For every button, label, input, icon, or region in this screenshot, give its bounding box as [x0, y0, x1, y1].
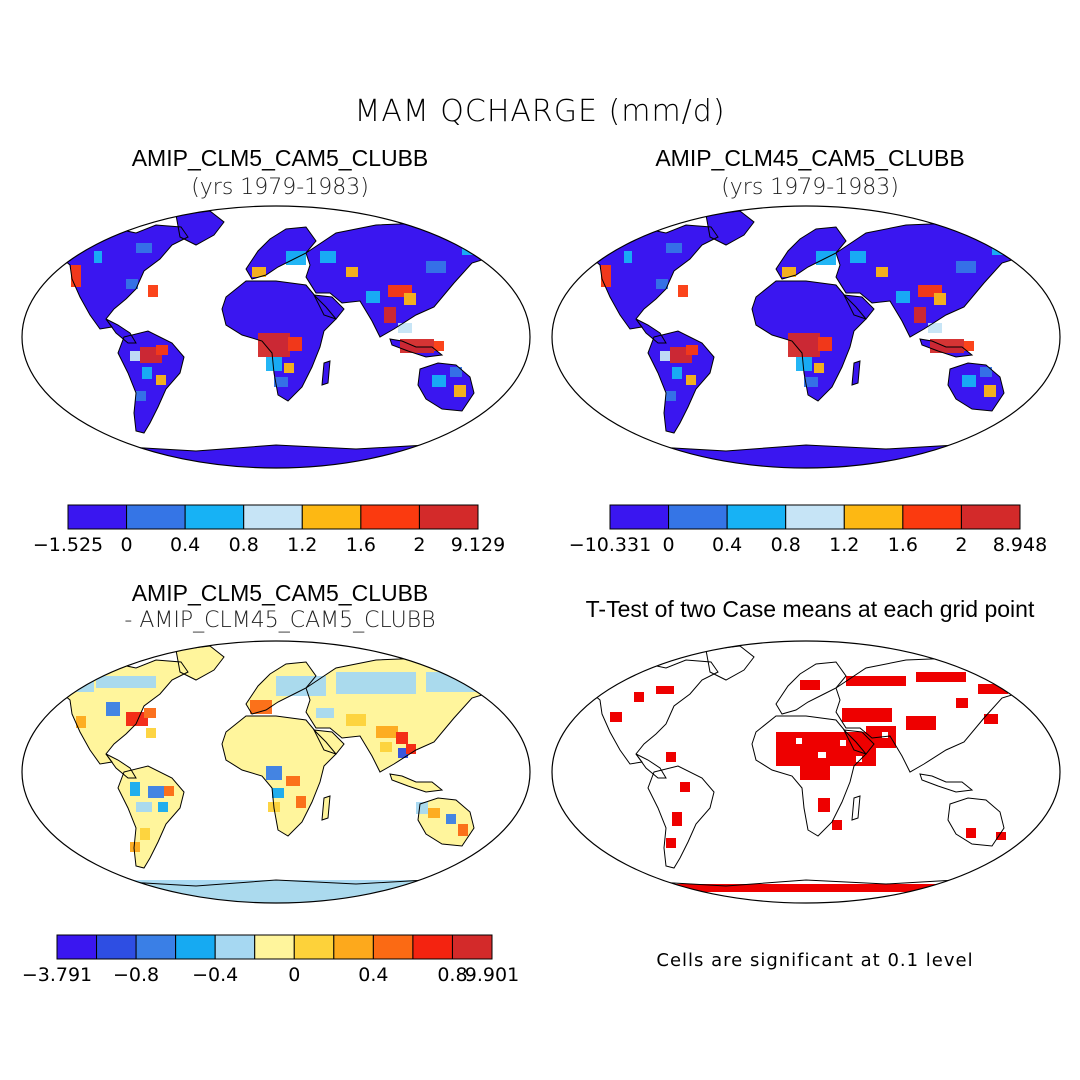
- colorbar-3-tick-label: 0.4: [358, 964, 389, 986]
- panel1-title: AMIP_CLM5_CAM5_CLUBB: [131, 145, 429, 171]
- map-panel-3: [22, 641, 530, 910]
- colorbar-1-swatch: [184, 504, 245, 530]
- colorbar-3-swatch: [254, 934, 295, 960]
- colorbar-3-tick-label: −0.8: [113, 964, 160, 986]
- colorbar-2-tick-label: 1.6: [887, 534, 918, 556]
- colorbar-3-swatch: [56, 934, 98, 960]
- colorbar-3-swatch: [135, 934, 177, 960]
- colorbar-1-tick-label: 9.129: [450, 534, 506, 556]
- colorbar-1-tick-label: 0.4: [170, 534, 201, 556]
- panel3-subtitle: - AMIP_CLM45_CAM5_CLUBB: [124, 608, 436, 633]
- colorbar-1-swatch: [301, 504, 362, 530]
- colorbar-3-swatch: [214, 934, 256, 960]
- figure-title: MAM QCHARGE (mm/d): [354, 94, 726, 129]
- panel1-subtitle: (yrs 1979-1983): [191, 175, 369, 200]
- colorbar-1-tick-label: −1.525: [32, 534, 104, 556]
- panel4-title: T-Test of two Case means at each grid po…: [585, 596, 1035, 622]
- colorbar-2-tick-label: −10.331: [568, 534, 652, 556]
- colorbar-2-tick-label: 2: [955, 534, 968, 556]
- colorbar-3-tick-label: −0.4: [192, 964, 239, 986]
- colorbar-1-tick-label: 2: [413, 534, 426, 556]
- colorbar-3-tick-label: 0.8: [437, 964, 468, 986]
- colorbar-1-swatch: [126, 504, 186, 530]
- colorbar-1-swatch: [418, 504, 479, 530]
- colorbar-3-swatch: [333, 934, 374, 960]
- colorbar-2-swatch: [902, 504, 962, 530]
- colorbar-2-tick-label: 0.4: [712, 534, 743, 556]
- map-panel-1: [22, 206, 530, 468]
- colorbar-3-swatch: [372, 934, 414, 960]
- significance-note: Cells are significant at 0.1 level: [656, 950, 974, 971]
- colorbar-2-swatch: [960, 504, 1021, 530]
- panel2-title: AMIP_CLM45_CAM5_CLUBB: [655, 145, 965, 171]
- colorbar-2: [609, 504, 1021, 530]
- colorbar-3-swatch: [96, 934, 137, 960]
- colorbar-2-tick-label: 0.8: [770, 534, 801, 556]
- colorbar-1: [67, 504, 479, 530]
- colorbar-2-swatch: [668, 504, 728, 530]
- map-panel-4: [552, 641, 1060, 903]
- panel2-subtitle: (yrs 1979-1983): [721, 175, 899, 200]
- map-panel-2: [552, 206, 1060, 468]
- colorbar-1-swatch: [360, 504, 420, 530]
- colorbar-3-tick-label: 9.901: [464, 964, 520, 986]
- colorbar-1-tick-label: 0: [120, 534, 133, 556]
- colorbar-3-swatch: [293, 934, 335, 960]
- colorbar-2-tick-label: 8.948: [992, 534, 1048, 556]
- colorbar-2-tick-label: 1.2: [829, 534, 860, 556]
- colorbar-1-tick-label: 0.8: [228, 534, 259, 556]
- colorbar-1-swatch: [67, 504, 128, 530]
- panel3-title: AMIP_CLM5_CAM5_CLUBB: [131, 580, 429, 606]
- colorbar-2-swatch: [843, 504, 904, 530]
- colorbar-3-swatch: [412, 934, 453, 960]
- colorbar-3-swatch: [175, 934, 216, 960]
- colorbar-2-swatch: [785, 504, 845, 530]
- colorbar-2-tick-label: 0: [662, 534, 675, 556]
- colorbar-2-swatch: [726, 504, 787, 530]
- colorbar-3-swatch: [451, 934, 493, 960]
- colorbar-3-tick-label: 0: [288, 964, 301, 986]
- colorbar-1-tick-label: 1.2: [287, 534, 318, 556]
- colorbar-1-tick-label: 1.6: [345, 534, 376, 556]
- colorbar-2-swatch: [609, 504, 670, 530]
- colorbar-1-swatch: [243, 504, 303, 530]
- colorbar-3-tick-label: −3.791: [21, 964, 93, 986]
- colorbar-3: [56, 934, 493, 960]
